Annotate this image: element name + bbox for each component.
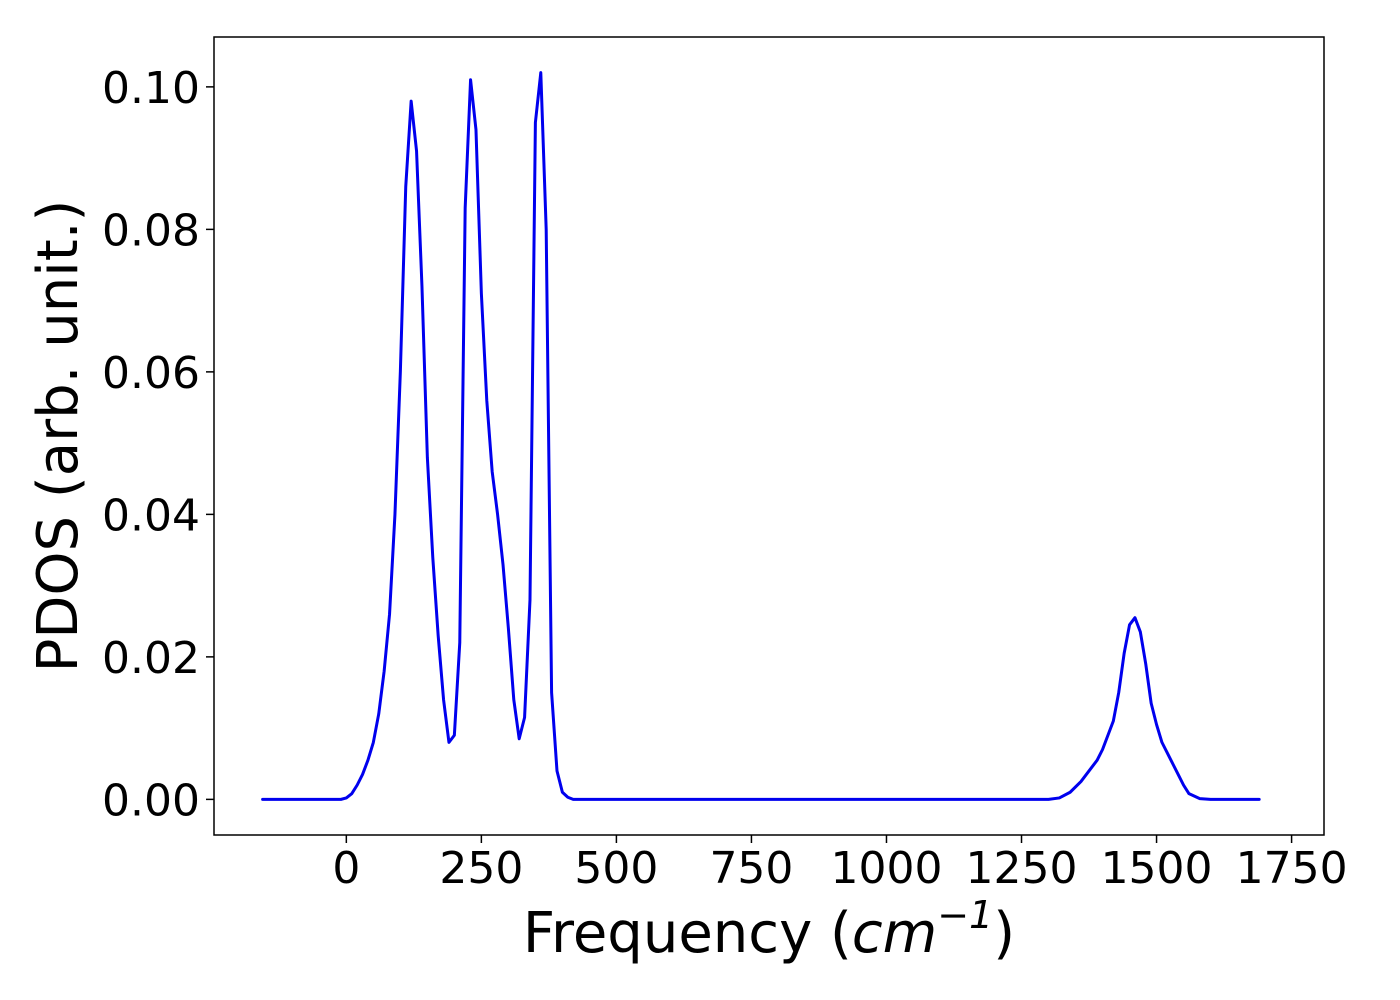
- y-tick-label: 0.02: [102, 633, 200, 684]
- y-tick-label: 0.00: [102, 775, 200, 826]
- x-tick-label: 1750: [1236, 843, 1348, 894]
- x-axis-ticks: 0 250 500 750 1000 1250 1500 1750: [332, 835, 1348, 894]
- x-axis-label: Frequency (cm−1): [523, 893, 1015, 966]
- x-axis-label-exponent: −1: [937, 893, 993, 937]
- pdos-series-line: [261, 71, 1261, 801]
- y-tick-label: 0.10: [102, 63, 200, 114]
- x-tick-label: 0: [332, 843, 360, 894]
- y-axis-ticks: 0.00 0.02 0.04 0.06 0.08 0.10: [102, 63, 214, 826]
- y-tick-label: 0.06: [102, 348, 200, 399]
- x-tick-label: 1250: [966, 843, 1078, 894]
- y-tick-label: 0.04: [102, 490, 200, 541]
- x-axis-label-unit: cm: [852, 901, 937, 966]
- x-tick-label: 500: [574, 843, 658, 894]
- y-tick-label: 0.08: [102, 205, 200, 256]
- x-tick-label: 750: [709, 843, 793, 894]
- x-axis-label-prefix: Frequency (: [523, 901, 852, 966]
- y-axis-label: PDOS (arb. unit.): [26, 200, 91, 673]
- series-layer: [261, 71, 1261, 801]
- x-axis-label-suffix: ): [993, 901, 1015, 966]
- x-tick-label: 250: [439, 843, 523, 894]
- plot-area-frame: [213, 36, 1325, 836]
- x-tick-label: 1500: [1101, 843, 1213, 894]
- x-tick-label: 1000: [830, 843, 942, 894]
